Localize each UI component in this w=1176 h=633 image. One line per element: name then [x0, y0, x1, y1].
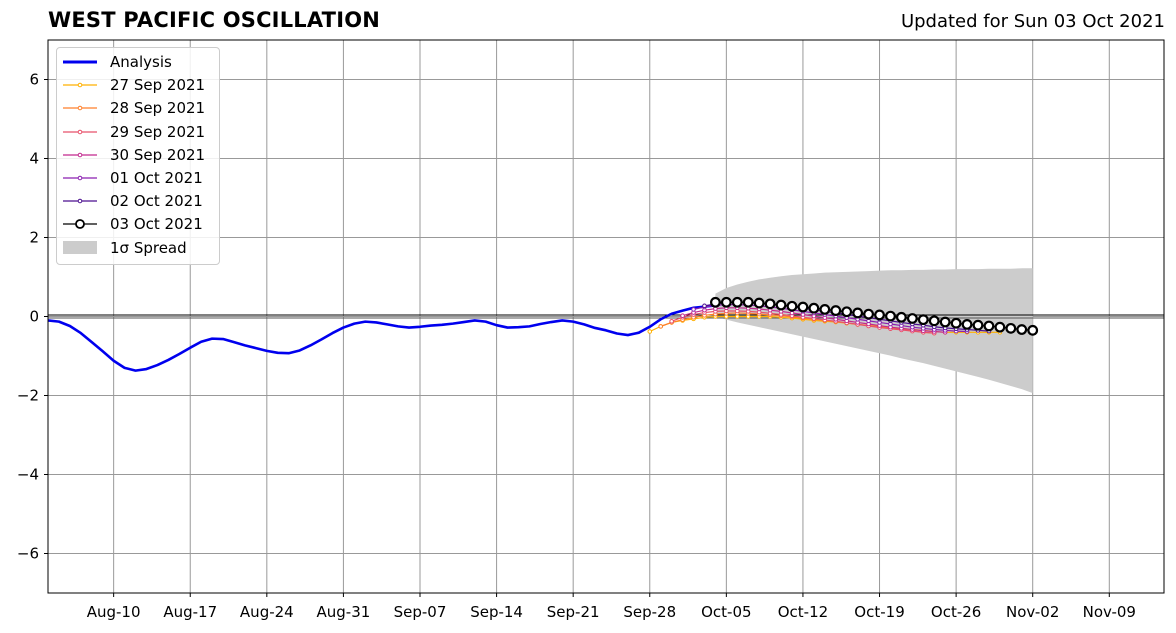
chart-title: WEST PACIFIC OSCILLATION: [48, 8, 381, 32]
spread-band: [715, 268, 1033, 394]
forecast-point: [928, 315, 940, 327]
forecast-point: [1016, 324, 1028, 335]
forecast-point: [797, 301, 809, 313]
legend-item: 29 Sep 2021: [57, 121, 221, 143]
y-tick-label: 4: [29, 150, 39, 168]
legend-item: 30 Sep 2021: [57, 144, 221, 166]
forecast-point: [753, 297, 765, 309]
forecast-point: [841, 306, 853, 318]
y-tick-label: 6: [29, 71, 39, 89]
x-tick-label: Aug-10: [87, 603, 141, 621]
x-tick-label: Aug-31: [317, 603, 371, 621]
forecast-point: [786, 300, 798, 312]
x-tick-label: Nov-09: [1083, 603, 1136, 621]
legend-swatch: [63, 60, 97, 64]
forecast-point: [972, 319, 984, 331]
y-tick-label: −4: [17, 466, 39, 484]
x-tick-label: Sep-07: [394, 603, 447, 621]
forecast-point: [731, 296, 743, 308]
legend-label: 28 Sep 2021: [110, 99, 206, 118]
legend-item: 03 Oct 2021: [57, 213, 221, 235]
legend-label: Analysis: [110, 53, 172, 71]
forecast-point: [1027, 324, 1039, 336]
y-tick-label: −2: [17, 387, 39, 405]
forecast-point: [906, 313, 918, 324]
forecast-point: [720, 296, 732, 308]
forecast-point: [874, 309, 885, 321]
legend-item: Analysis: [57, 51, 221, 73]
x-tick-label: Aug-17: [163, 603, 217, 621]
forecast-point: [819, 303, 831, 315]
y-tick-label: 0: [29, 308, 39, 326]
legend-swatch: [63, 152, 97, 158]
updated-label: Updated for Sun 03 Oct 2021: [900, 11, 1165, 32]
forecast-point: [994, 321, 1006, 333]
legend-swatch: [63, 219, 97, 230]
forecast-point: [742, 296, 754, 308]
forecast-point: [983, 320, 995, 332]
zero-line-layer: [48, 314, 1164, 319]
analysis-line: [47, 304, 716, 372]
legend-label: 27 Sep 2021: [110, 76, 206, 95]
x-tick-label: Sep-28: [623, 603, 676, 621]
legend-label: 01 Oct 2021: [110, 169, 203, 187]
legend-item: 28 Sep 2021: [57, 97, 221, 119]
forecast-point: [961, 319, 973, 330]
forecast-point: [764, 298, 776, 310]
forecast-point: [710, 296, 721, 308]
forecast-point: [808, 302, 820, 314]
legend-label: 29 Sep 2021: [110, 122, 206, 141]
forecast-point: [863, 308, 874, 320]
legend-swatch: [63, 240, 97, 254]
spread-band-layer: [715, 268, 1033, 394]
chart-legend: Analysis 27 Sep 2021 28 Sep 2021 29 Sep 202…: [56, 47, 220, 265]
forecast-point: [702, 303, 707, 309]
forecast-point: [691, 307, 696, 312]
legend-item: 27 Sep 2021: [57, 74, 221, 96]
forecast-point: [896, 311, 907, 323]
x-tick-label: Nov-02: [1006, 603, 1059, 621]
legend-swatch: [63, 198, 97, 204]
forecast-point: [680, 313, 685, 319]
y-tick-label: −6: [17, 545, 39, 563]
x-tick-label: Sep-21: [547, 603, 600, 621]
legend-item: 02 Oct 2021: [57, 190, 221, 212]
forecast-point: [939, 316, 951, 328]
forecast-point: [775, 299, 787, 311]
x-tick-label: Oct-26: [931, 603, 981, 621]
legend-swatch: [63, 106, 97, 111]
forecast-point: [950, 317, 962, 329]
forecast-point: [852, 307, 864, 319]
legend-label: 02 Oct 2021: [110, 192, 203, 211]
legend-swatch: [63, 175, 97, 181]
forecast-point: [830, 305, 842, 316]
x-tick-label: Aug-24: [240, 603, 294, 621]
legend-label: 30 Sep 2021: [110, 145, 206, 164]
x-tick-label: Oct-12: [778, 603, 828, 621]
x-tick-label: Oct-05: [701, 603, 751, 621]
forecast-point: [885, 310, 896, 322]
legend-swatch: [63, 82, 97, 88]
series-layer: [47, 296, 1039, 372]
x-tick-label: Oct-19: [854, 603, 904, 621]
forecast-point: [647, 329, 653, 334]
y-tick-label: 2: [29, 229, 39, 247]
legend-item: 01 Oct 2021: [57, 167, 221, 189]
forecast-point: [658, 324, 664, 329]
legend-label: 1σ Spread: [110, 238, 187, 257]
forecast-point: [917, 314, 929, 326]
x-tick-label: Sep-14: [470, 603, 523, 621]
grid-lines: [48, 40, 1164, 593]
legend-label: 03 Oct 2021: [110, 215, 203, 234]
forecast-point: [1005, 322, 1017, 334]
plot-frame: [47, 39, 1165, 594]
legend-item: 1σ Spread: [57, 237, 221, 259]
axis-layer: −6 −4 −2 0 2 4 6 Aug-10 Aug-17 Aug-24 Aug-31 Sep-07…: [17, 71, 1136, 622]
legend-swatch: [63, 129, 97, 134]
forecast-point: [669, 318, 674, 324]
